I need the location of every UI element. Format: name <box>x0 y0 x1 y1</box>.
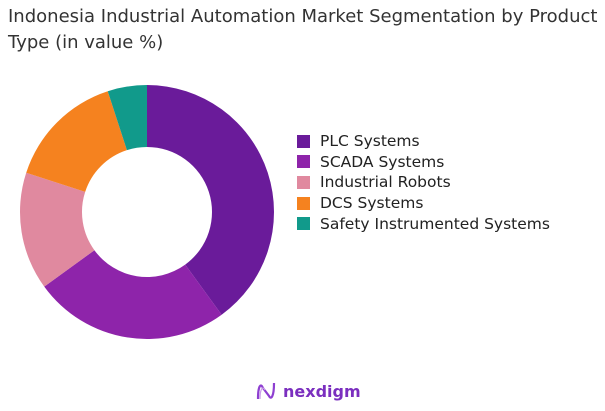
legend-label: PLC Systems <box>320 132 420 151</box>
slice-safety-instrumented-systems <box>107 85 147 151</box>
logo-icon <box>256 382 276 400</box>
chart-title: Indonesia Industrial Automation Market S… <box>8 6 598 53</box>
legend-swatch <box>297 134 310 148</box>
legend-item: Safety Instrumented Systems <box>297 213 550 234</box>
legend-label: Safety Instrumented Systems <box>320 214 550 233</box>
legend-item: DCS Systems <box>297 193 550 214</box>
legend-label: Industrial Robots <box>320 173 451 192</box>
legend-item: SCADA Systems <box>297 152 550 173</box>
legend-label: SCADA Systems <box>320 152 445 171</box>
slice-plc-systems <box>147 85 274 315</box>
legend-item: PLC Systems <box>297 131 550 152</box>
legend-swatch <box>297 175 310 189</box>
legend-swatch <box>297 196 310 210</box>
legend-swatch <box>297 155 310 169</box>
slice-dcs-systems <box>26 91 127 192</box>
legend-item: Industrial Robots <box>297 172 550 193</box>
slice-industrial-robots <box>19 172 95 287</box>
legend-swatch <box>297 217 310 231</box>
logo-text: nexdigm <box>283 381 361 401</box>
legend-label: DCS Systems <box>320 194 424 213</box>
nexdigm-logo: nexdigm <box>255 380 361 402</box>
slice-scada-systems <box>44 250 222 339</box>
legend: PLC Systems SCADA Systems Industrial Robot… <box>297 131 550 234</box>
